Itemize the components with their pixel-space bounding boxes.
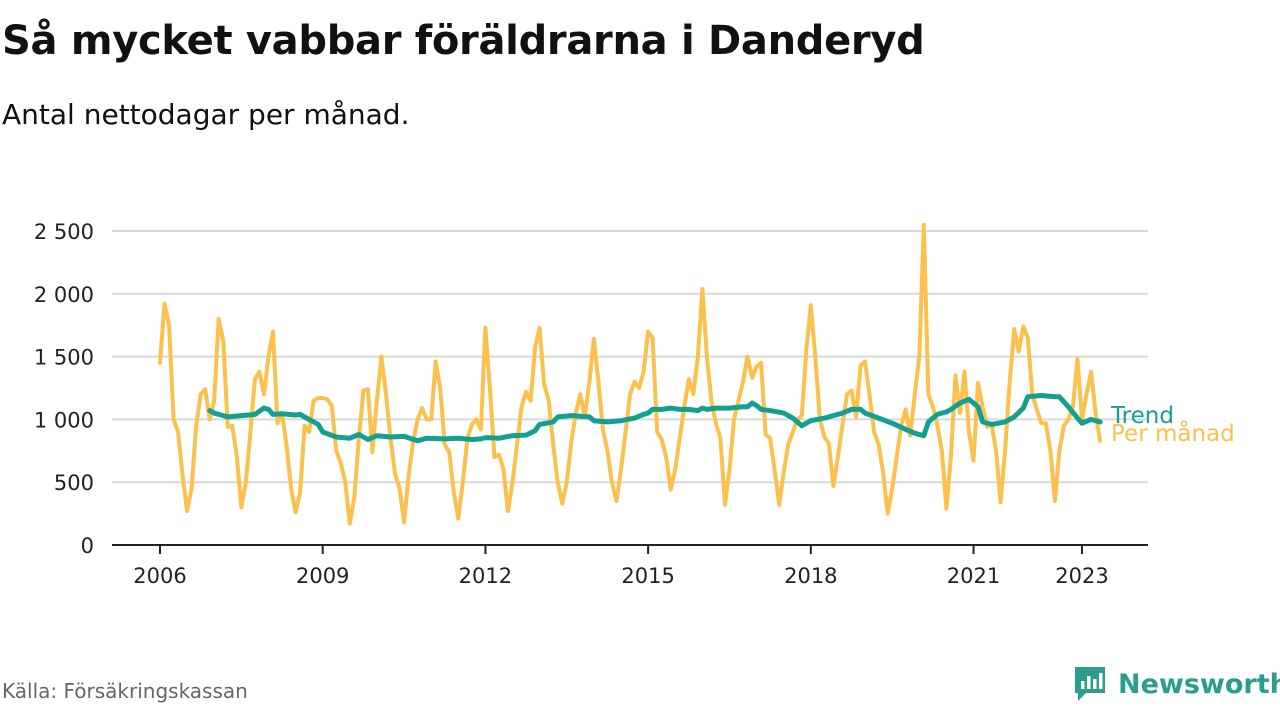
y-tick-label: 1 500 [34,346,94,370]
y-tick-label: 500 [54,471,94,495]
series-lines [158,222,1103,526]
newsworthy-logo-icon [1075,667,1105,701]
y-tick-label: 2 500 [34,220,94,244]
source-note: Källa: Försäkringskassan [2,679,248,703]
series-line-trend [207,393,1103,444]
x-tick-label: 2015 [621,564,674,588]
series-label-trend: Trend [1110,403,1174,429]
y-tick-label: 1 000 [34,408,94,432]
series-line-monthly [158,222,1103,526]
chart-subtitle: Antal nettodagar per månad. [2,98,410,131]
y-tick-label: 0 [81,534,94,558]
brand-name: Newsworthy [1118,668,1280,700]
line-chart: 0 500 1 000 1 500 2 000 2 500 2006 2009 2012 201… [34,220,1235,588]
x-tick-label: 2009 [296,564,349,588]
x-tick-label: 2021 [947,564,1000,588]
x-tick-label: 2018 [784,564,837,588]
chart-title: Så mycket vabbar föräldrarna i Danderyd [2,18,925,64]
y-tick-label: 2 000 [34,283,94,307]
brand-logo[interactable]: Newsworthy [1072,664,1280,704]
y-axis-tick-labels: 0 500 1 000 1 500 2 000 2 500 [34,220,94,558]
x-tick-label: 2023 [1055,564,1108,588]
series-label-monthly: Per månad [1111,419,1235,447]
x-axis: 2006 2009 2012 2015 2018 2021 2023 [112,544,1148,588]
x-tick-label: 2012 [459,564,512,588]
x-tick-label: 2006 [133,564,186,588]
